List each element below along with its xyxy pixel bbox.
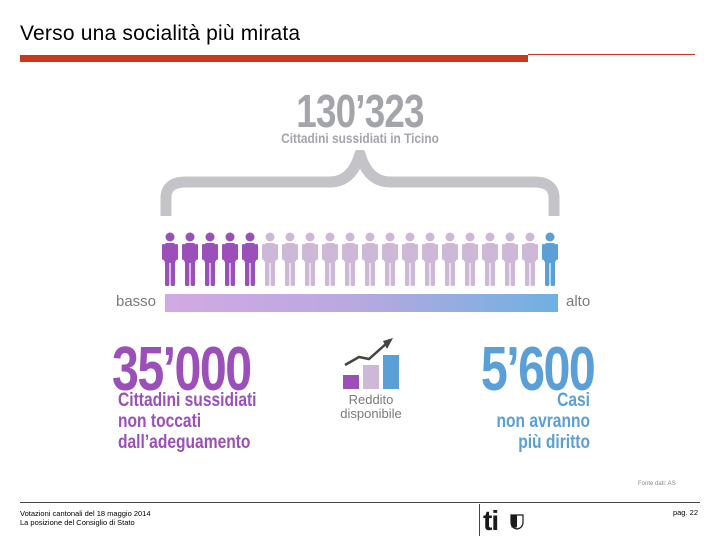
person-icon (422, 232, 438, 286)
page-number: pag. 22 (672, 508, 698, 517)
person-icon (282, 232, 298, 286)
person-icon (322, 232, 338, 286)
income-label-line: disponibile (340, 406, 402, 421)
left-label-line: non toccati (118, 411, 202, 432)
scale-low-label: basso (116, 293, 157, 310)
income-label: Reddito disponibile (336, 393, 406, 421)
left-number: 35’000 (112, 335, 252, 404)
right-label-line: non avranno (496, 411, 590, 432)
canton-logo: ti (479, 504, 527, 536)
person-icon (302, 232, 318, 286)
person-icon (382, 232, 398, 286)
person-icon (482, 232, 498, 286)
person-icon (242, 232, 258, 286)
footer-divider (20, 502, 700, 503)
person-icon (362, 232, 378, 286)
person-icon (402, 232, 418, 286)
right-label-line: Casi (557, 390, 590, 411)
data-source: Fonte dati: AS (638, 481, 676, 487)
logo-text: ti (483, 505, 499, 536)
title-underline-bar (20, 55, 528, 62)
income-gradient-bar (165, 294, 558, 312)
right-label-line: più diritto (518, 432, 590, 453)
left-label-line: Cittadini sussidiati (118, 390, 257, 411)
title-underline-rule (528, 54, 695, 55)
person-icon (442, 232, 458, 286)
right-number: 5’600 (480, 335, 596, 404)
total-number: 130’323 (296, 85, 424, 137)
person-icon (502, 232, 518, 286)
person-icon (342, 232, 358, 286)
total-label: Cittadini sussidiati in Ticino (281, 130, 439, 146)
footer-text: Votazioni cantonali del 18 maggio 2014 L… (20, 509, 151, 527)
slide-title: Verso una socialità più mirata (20, 22, 301, 45)
footer-line: Votazioni cantonali del 18 maggio 2014 (20, 509, 151, 518)
person-icon (262, 232, 278, 286)
person-icon (182, 232, 198, 286)
coat-of-arms-icon (510, 514, 524, 530)
person-icon (222, 232, 238, 286)
person-icon (462, 232, 478, 286)
person-icon (522, 232, 538, 286)
logo-divider (479, 504, 480, 536)
people-row (160, 232, 560, 290)
left-label: Cittadini sussidiati non toccati dall’ad… (118, 390, 257, 453)
person-icon (202, 232, 218, 286)
left-label-line: dall’adeguamento (118, 432, 251, 453)
curly-brace (160, 150, 560, 216)
right-label: Casi non avranno più diritto (497, 390, 590, 453)
income-label-line: Reddito (348, 392, 394, 407)
income-growth-icon (343, 338, 399, 389)
person-icon (542, 232, 558, 286)
person-icon (162, 232, 178, 286)
footer-line: La posizione del Consiglio di Stato (20, 518, 135, 527)
scale-high-label: alto (566, 293, 591, 310)
